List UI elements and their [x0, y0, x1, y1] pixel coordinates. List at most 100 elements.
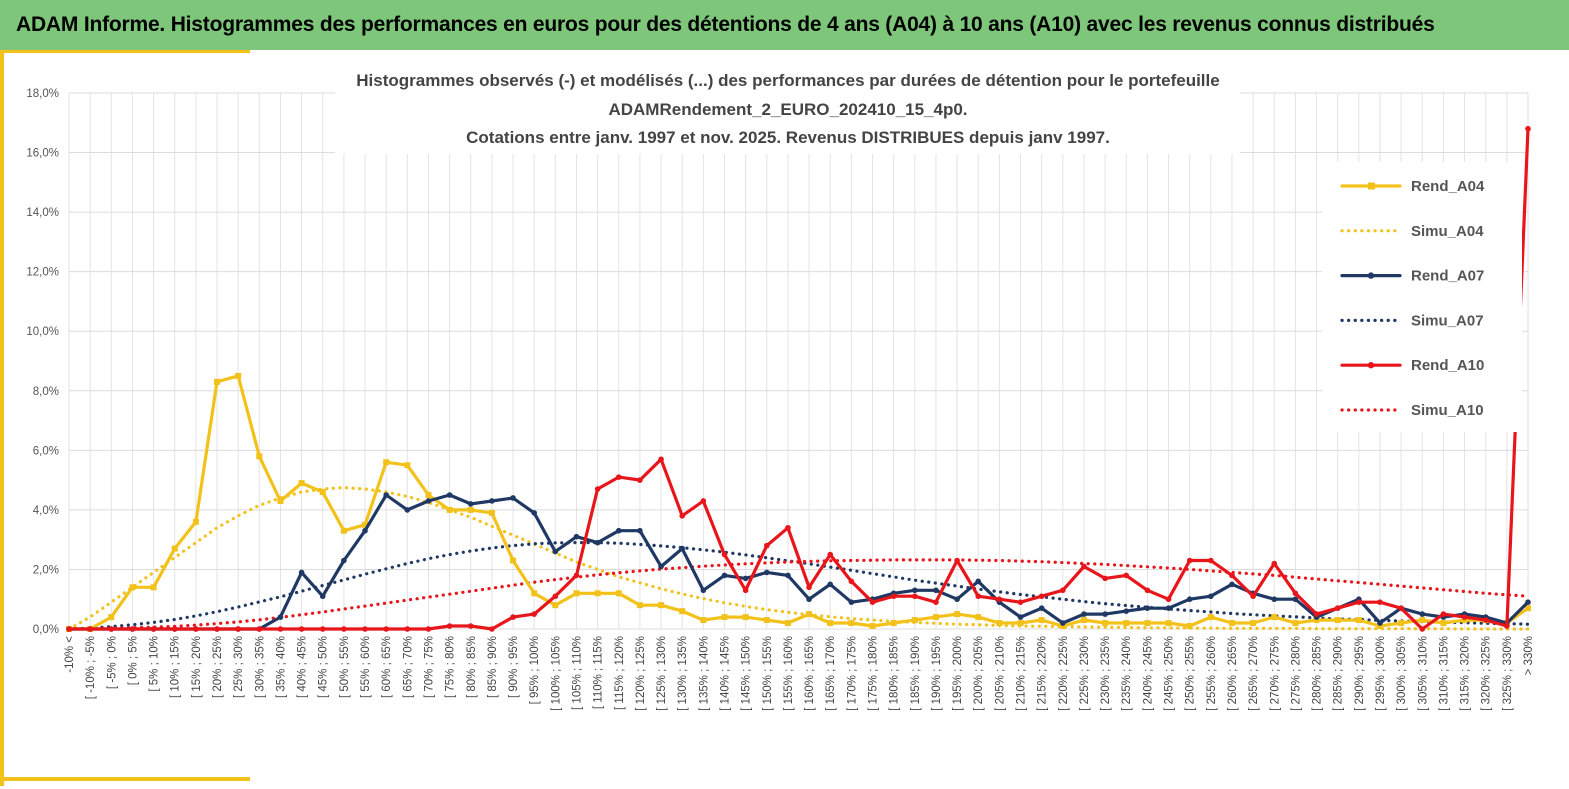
point-Rend_A07	[1525, 599, 1531, 605]
y-tick-label: 8,0%	[33, 386, 59, 398]
point-Rend_A04	[1102, 620, 1109, 627]
point-Rend_A04	[975, 614, 982, 621]
x-tick-label: [ 195% ; 200%	[952, 636, 964, 711]
point-Rend_A07	[827, 581, 834, 588]
point-Rend_A10	[594, 486, 601, 492]
point-Rend_A04	[298, 480, 305, 487]
point-Rend_A04	[1292, 620, 1299, 627]
point-Rend_A07	[489, 498, 495, 504]
legend-item-Simu_A10: Simu_A10	[1340, 402, 1484, 419]
point-Rend_A07	[1419, 611, 1426, 617]
point-Rend_A04	[848, 620, 855, 627]
point-Rend_A04	[1059, 623, 1066, 630]
x-tick-label: [ 275% ; 280%	[1290, 636, 1302, 711]
point-Rend_A10	[552, 593, 559, 600]
point-Rend_A04	[573, 590, 580, 597]
legend-label: Rend_A07	[1411, 268, 1484, 285]
point-Rend_A10	[1313, 611, 1320, 617]
point-Rend_A04	[1376, 623, 1383, 630]
point-Rend_A04	[1186, 623, 1193, 630]
point-Rend_A04	[404, 462, 411, 469]
series-Rend_A04	[66, 372, 1531, 632]
chart-title-background	[335, 62, 1240, 154]
point-Rend_A10	[848, 578, 855, 585]
x-tick-label: [ 170% ; 175%	[846, 636, 858, 711]
point-Rend_A07	[679, 545, 686, 552]
x-tick-label: [ 230% ; 235%	[1100, 636, 1112, 711]
point-Rend_A04	[1313, 617, 1320, 624]
point-Rend_A07	[1102, 611, 1108, 617]
point-Rend_A10	[911, 593, 918, 600]
point-Rend_A10	[1398, 605, 1404, 611]
point-Rend_A04	[467, 506, 474, 513]
x-tick-label: [ 25% ; 30%	[233, 636, 245, 698]
series-line-Rend_A07	[67, 493, 1530, 631]
x-tick-label: [ 285% ; 290%	[1333, 636, 1345, 711]
point-Rend_A07	[552, 548, 559, 555]
point-Rend_A04	[531, 590, 538, 597]
point-Rend_A07	[1017, 614, 1024, 620]
point-Rend_A10	[1144, 587, 1151, 594]
y-tick-label: 10,0%	[26, 326, 59, 338]
point-Rend_A07	[1165, 605, 1172, 611]
point-Rend_A04	[1398, 620, 1405, 627]
point-Rend_A04	[446, 506, 453, 513]
point-Rend_A07	[742, 575, 749, 582]
y-tick-label: 18,0%	[26, 88, 59, 100]
x-tick-label: [ 250% ; 255%	[1185, 636, 1197, 711]
point-Rend_A10	[742, 587, 749, 594]
point-Rend_A10	[933, 599, 939, 605]
x-tick-label: [ 115% ; 120%	[614, 636, 626, 710]
point-Rend_A10	[214, 626, 220, 632]
point-Rend_A04	[150, 584, 157, 591]
point-Rend_A04	[742, 614, 749, 621]
point-Rend_A10	[615, 474, 622, 480]
x-tick-label: [ 5% ; 10%	[149, 636, 161, 692]
point-Rend_A07	[1038, 605, 1045, 611]
point-Rend_A10	[277, 626, 284, 632]
point-Rend_A10	[1334, 605, 1341, 611]
accent-bar-top	[0, 50, 250, 53]
x-tick-label: [ 15% ; 20%	[191, 636, 203, 698]
x-tick-label: [ 135% ; 140%	[698, 636, 710, 711]
point-Rend_A10	[658, 456, 664, 463]
point-Rend_A04	[1165, 620, 1172, 627]
point-Rend_A10	[341, 626, 347, 632]
x-tick-label: [ 50% ; 55%	[339, 636, 351, 698]
y-tick-label: 0,0%	[33, 624, 59, 636]
legend-label: Simu_A04	[1411, 223, 1484, 240]
point-Rend_A10	[1038, 593, 1045, 600]
x-tick-label: [ 155% ; 160%	[783, 636, 795, 711]
point-Rend_A04	[890, 620, 897, 627]
point-Rend_A07	[594, 539, 601, 546]
x-tick-label: [ 145% ; 150%	[741, 636, 753, 711]
point-Rend_A10	[66, 626, 72, 632]
point-Rend_A07	[1144, 605, 1151, 611]
point-Rend_A04	[1144, 620, 1151, 627]
point-Rend_A07	[1229, 581, 1235, 588]
point-Rend_A04	[1355, 617, 1362, 624]
point-Rend_A04	[340, 527, 347, 534]
series-Rend_A10	[66, 125, 1531, 632]
legend-marker	[1368, 182, 1375, 190]
x-tick-label: [ 85% ; 90%	[487, 636, 499, 698]
point-Rend_A07	[277, 614, 284, 620]
x-tick-label: [ 10% ; 15%	[170, 636, 182, 698]
point-Rend_A07	[721, 572, 728, 579]
x-tick-label: [ 100% ; 105%	[550, 636, 562, 711]
x-tick-label: [ 95% ; 100%	[529, 636, 541, 704]
x-tick-label: [ 205% ; 210%	[994, 636, 1006, 711]
point-Rend_A10	[890, 593, 897, 600]
point-Rend_A04	[552, 602, 559, 609]
x-tick-label: [ 60% ; 65%	[381, 636, 393, 698]
point-Rend_A07	[1060, 620, 1066, 626]
point-Rend_A10	[1123, 572, 1130, 579]
y-tick-label: 2,0%	[33, 564, 59, 576]
point-Rend_A04	[383, 459, 390, 466]
x-tick-label: [ 45% ; 50%	[318, 636, 330, 698]
point-Rend_A07	[341, 557, 347, 564]
chart-title-line-2: ADAMRendement_2_EURO_202410_15_4p0.	[608, 100, 967, 119]
point-Rend_A07	[1186, 596, 1193, 603]
point-Rend_A07	[785, 572, 791, 579]
x-tick-label: [ 90% ; 95%	[508, 636, 520, 698]
